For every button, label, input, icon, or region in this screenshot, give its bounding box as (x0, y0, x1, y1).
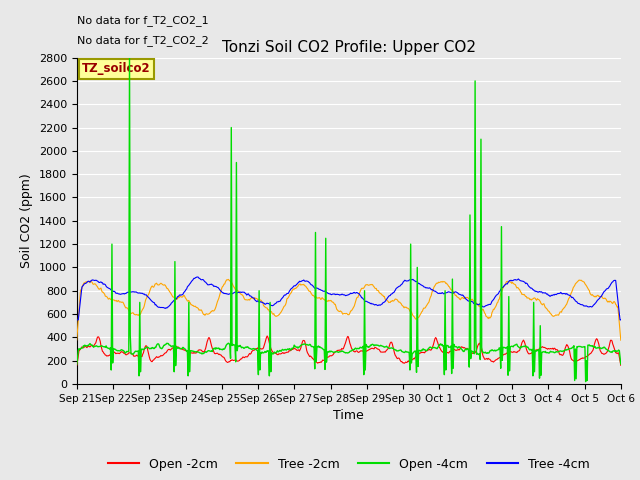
Text: TZ_soilco2: TZ_soilco2 (82, 62, 151, 75)
Text: No data for f_T2_CO2_2: No data for f_T2_CO2_2 (77, 35, 209, 46)
Title: Tonzi Soil CO2 Profile: Upper CO2: Tonzi Soil CO2 Profile: Upper CO2 (222, 40, 476, 55)
Legend: Open -2cm, Tree -2cm, Open -4cm, Tree -4cm: Open -2cm, Tree -2cm, Open -4cm, Tree -4… (102, 453, 595, 476)
Text: No data for f_T2_CO2_1: No data for f_T2_CO2_1 (77, 15, 209, 26)
X-axis label: Time: Time (333, 409, 364, 422)
Y-axis label: Soil CO2 (ppm): Soil CO2 (ppm) (20, 173, 33, 268)
